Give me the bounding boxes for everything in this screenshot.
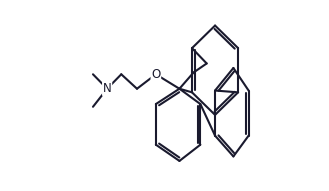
Text: O: O <box>151 68 161 81</box>
Text: N: N <box>103 82 112 95</box>
